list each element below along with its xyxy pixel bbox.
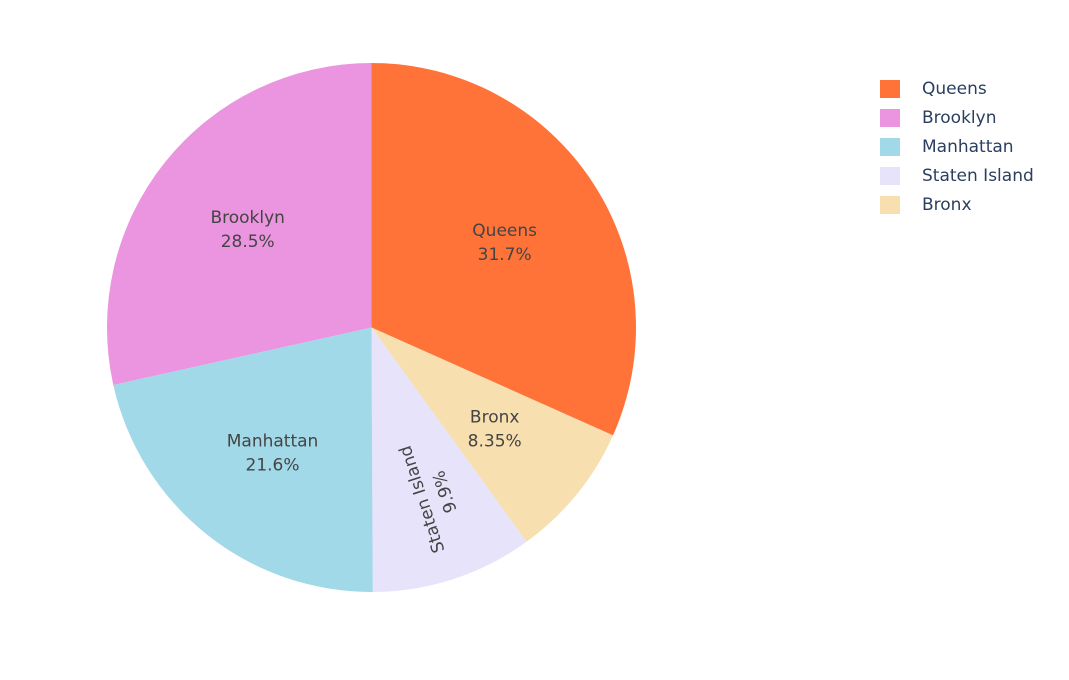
- pie-slice-queens[interactable]: [371, 63, 637, 436]
- legend: Queens Brooklyn Manhattan Staten Island …: [880, 74, 1034, 219]
- legend-item-bronx[interactable]: Bronx: [880, 190, 1034, 219]
- legend-swatch-brooklyn: [880, 108, 900, 127]
- legend-item-brooklyn[interactable]: Brooklyn: [880, 103, 1034, 132]
- legend-swatch-queens: [880, 79, 900, 98]
- slice-percent-label: 21.6%: [246, 456, 300, 476]
- legend-item-manhattan[interactable]: Manhattan: [880, 132, 1034, 161]
- pie-slice-manhattan[interactable]: [113, 327, 373, 593]
- slice-category-label: Manhattan: [227, 432, 319, 452]
- slice-label-brooklyn: Brooklyn 28.5%: [210, 208, 284, 252]
- legend-item-staten-island[interactable]: Staten Island: [880, 161, 1034, 190]
- pie-slice-bronx[interactable]: [371, 327, 614, 542]
- pie-slice-brooklyn[interactable]: [106, 63, 372, 385]
- legend-label-staten-island: Staten Island: [922, 165, 1034, 186]
- slice-label-manhattan: Manhattan 21.6%: [227, 432, 319, 476]
- legend-swatch-manhattan: [880, 137, 900, 156]
- legend-swatch-staten-island: [880, 166, 900, 185]
- legend-swatch-bronx: [880, 195, 900, 214]
- slice-category-label: Brooklyn: [210, 208, 284, 228]
- slice-label-bronx: Bronx 8.35%: [468, 408, 522, 452]
- slice-percent-label: 28.5%: [221, 232, 275, 252]
- slice-category-label: Queens: [472, 221, 537, 241]
- slice-percent-label: 31.7%: [478, 245, 532, 265]
- legend-label-queens: Queens: [922, 78, 987, 99]
- slice-category-label: Bronx: [470, 408, 520, 428]
- pie-slice-staten-island[interactable]: [371, 327, 527, 592]
- legend-item-queens[interactable]: Queens: [880, 74, 1034, 103]
- legend-label-bronx: Bronx: [922, 194, 972, 215]
- legend-label-brooklyn: Brooklyn: [922, 107, 997, 128]
- slice-label-queens: Queens 31.7%: [472, 221, 537, 265]
- slice-percent-label: 8.35%: [468, 432, 522, 452]
- legend-label-manhattan: Manhattan: [922, 136, 1014, 157]
